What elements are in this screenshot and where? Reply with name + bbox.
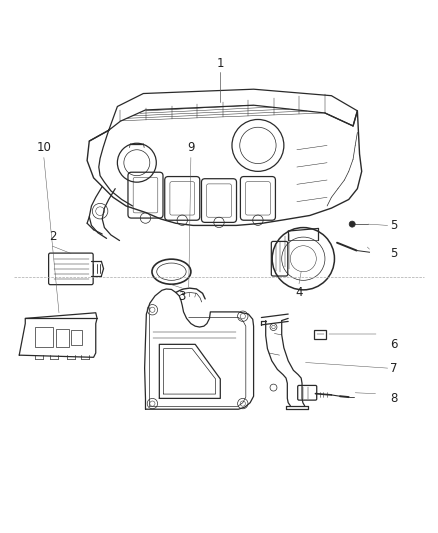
Bar xyxy=(314,329,326,339)
Text: 8: 8 xyxy=(390,392,397,405)
Text: 6: 6 xyxy=(390,338,397,351)
Text: 9: 9 xyxy=(187,141,194,154)
Text: 10: 10 xyxy=(36,141,51,154)
Text: 1: 1 xyxy=(216,56,224,70)
Text: 7: 7 xyxy=(390,361,397,375)
Text: 5: 5 xyxy=(390,219,397,232)
Text: 5: 5 xyxy=(390,247,397,260)
Circle shape xyxy=(349,221,355,227)
Text: 4: 4 xyxy=(295,286,303,299)
Bar xyxy=(71,330,82,345)
Bar xyxy=(56,329,68,346)
Text: 3: 3 xyxy=(179,290,186,303)
Text: 2: 2 xyxy=(49,230,56,243)
Bar xyxy=(35,327,53,346)
